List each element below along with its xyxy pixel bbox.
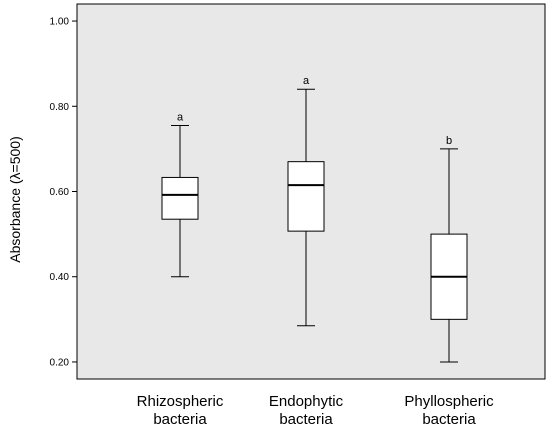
- x-category-label: Endophytic bacteria: [269, 393, 344, 428]
- box-group: a: [161, 111, 199, 278]
- y-axis: 0.20 0.40 0.60 0.80 1.00: [50, 17, 77, 368]
- x-category-label-line: bacteria: [279, 411, 333, 428]
- iqr-box: [287, 161, 325, 232]
- iqr-box: [161, 176, 199, 220]
- boxes-group: a a b: [161, 75, 468, 363]
- x-category-label-line: bacteria: [422, 411, 476, 428]
- y-tick-label: 0.20: [50, 357, 70, 368]
- x-category-label: Rhizospheric bacteria: [137, 393, 224, 428]
- x-category-label: Phyllospheric bacteria: [404, 393, 494, 428]
- x-category-label-line: Rhizospheric: [137, 393, 224, 410]
- y-tick-label: 0.40: [50, 272, 70, 283]
- x-category-label-line: bacteria: [153, 411, 207, 428]
- significance-letter: b: [446, 135, 452, 147]
- box-group: a: [287, 75, 325, 327]
- y-axis-label: Absorbance (λ=500): [7, 136, 23, 262]
- significance-letter: a: [177, 111, 184, 123]
- y-tick-label: 1.00: [50, 17, 70, 28]
- y-tick-label: 0.60: [50, 187, 70, 198]
- x-category-label-line: Endophytic: [269, 393, 344, 410]
- box-group: b: [430, 135, 468, 363]
- significance-letter: a: [303, 75, 310, 87]
- y-tick-label: 0.80: [50, 102, 70, 113]
- x-category-label-line: Phyllospheric: [404, 393, 494, 410]
